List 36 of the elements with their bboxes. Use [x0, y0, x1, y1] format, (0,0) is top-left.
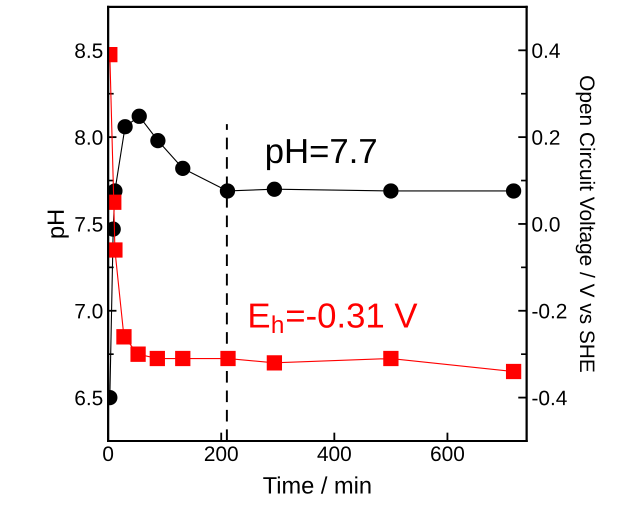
y-tick-label: 8.5 [75, 43, 102, 58]
y-axis-title: pH [48, 210, 69, 238]
x-tick-label: 200 [204, 446, 238, 462]
y2-tick-label: -0.2 [532, 304, 566, 319]
y2-tick-label: -0.4 [532, 390, 567, 406]
x-tick-label: 600 [431, 446, 464, 462]
point [108, 242, 123, 258]
y2-axis-title: Open Circuit Voltage / V vs SHE [576, 76, 596, 372]
x-axis-title: Time / min [263, 476, 370, 494]
point [116, 329, 132, 344]
x-tick-label: 0 [103, 446, 114, 462]
point [506, 364, 522, 380]
point [175, 160, 190, 176]
y-tick-label: 8.0 [75, 130, 102, 145]
point [130, 346, 146, 362]
point [266, 182, 282, 197]
y2-tick-label: 0.4 [532, 43, 560, 58]
x-tick-label: 400 [317, 446, 351, 462]
point [150, 350, 165, 366]
point [220, 350, 236, 366]
y-tick-label: 6.5 [75, 390, 102, 406]
point [175, 350, 190, 366]
point [117, 119, 133, 134]
y-tick-label: 7.0 [75, 304, 102, 319]
point [383, 183, 399, 199]
y-tick-label: 7.5 [75, 217, 102, 232]
point [383, 350, 399, 366]
point [132, 108, 147, 124]
y2-tick-label: 0.0 [532, 216, 560, 232]
point [150, 132, 166, 148]
point [266, 355, 282, 370]
point [220, 183, 236, 199]
annotation: E$_{h}$=-0.31 V [250, 303, 418, 334]
annotation: pH=7.7 [266, 139, 376, 170]
y2-tick-label: 0.2 [532, 130, 560, 145]
point [506, 183, 522, 199]
